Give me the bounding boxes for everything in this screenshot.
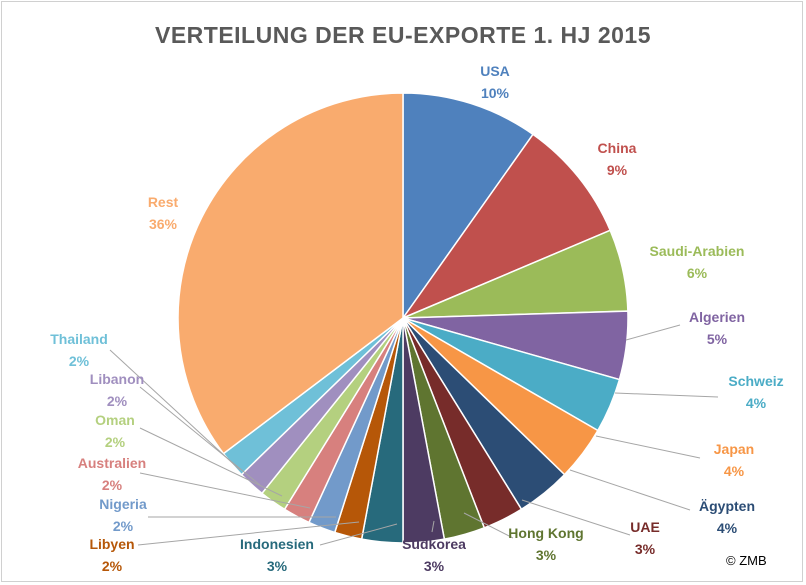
data-label: Algerien 5%: [689, 309, 745, 347]
data-label: Südkorea 3%: [402, 536, 466, 574]
data-label: Saudi-Arabien 6%: [650, 243, 745, 281]
data-label: Japan 4%: [714, 441, 754, 479]
chart-title: VERTEILUNG DER EU-EXPORTE 1. HJ 2015: [154, 22, 651, 48]
pie-slice-rest: [177, 92, 404, 455]
data-label: China 9%: [598, 140, 637, 178]
data-label: Hong Kong 3%: [508, 525, 583, 563]
data-label: Libyen 2%: [89, 536, 134, 574]
data-label: Nigeria 2%: [99, 496, 147, 534]
data-label: Ägypten 4%: [699, 498, 755, 536]
data-label: Rest 36%: [148, 194, 179, 232]
leader-line: [139, 427, 283, 497]
leader-lines: [109, 324, 719, 546]
leader-line: [463, 512, 514, 539]
leader-line: [139, 386, 261, 486]
data-label: Schweiz 4%: [728, 373, 783, 411]
slice-labels: USA 10% China 9% Saudi-Arabien 6% Algerien 5% Sc…: [50, 63, 783, 574]
leader-line: [614, 392, 719, 398]
copyright-notice: © ZMB: [726, 553, 767, 568]
leader-line: [137, 521, 360, 546]
leader-line: [319, 523, 398, 546]
leader-line: [139, 472, 311, 509]
pie-slices: [177, 92, 629, 544]
leader-line: [109, 349, 241, 471]
leader-line: [569, 469, 691, 511]
data-label: USA 10%: [480, 63, 510, 101]
pie-slice-china: [400, 133, 612, 320]
data-label: Indonesien 3%: [240, 536, 314, 574]
leader-line: [625, 324, 681, 341]
data-label: UAE 3%: [630, 519, 660, 557]
leader-line: [595, 435, 701, 459]
data-label: Oman 2%: [95, 412, 135, 450]
leader-line: [431, 520, 435, 533]
data-label: Libanon 2%: [90, 371, 144, 409]
data-label: Australien 2%: [78, 455, 146, 493]
leader-line: [521, 499, 631, 536]
data-label: Thailand 2%: [50, 331, 108, 369]
pie-slice-usa: [402, 92, 535, 321]
